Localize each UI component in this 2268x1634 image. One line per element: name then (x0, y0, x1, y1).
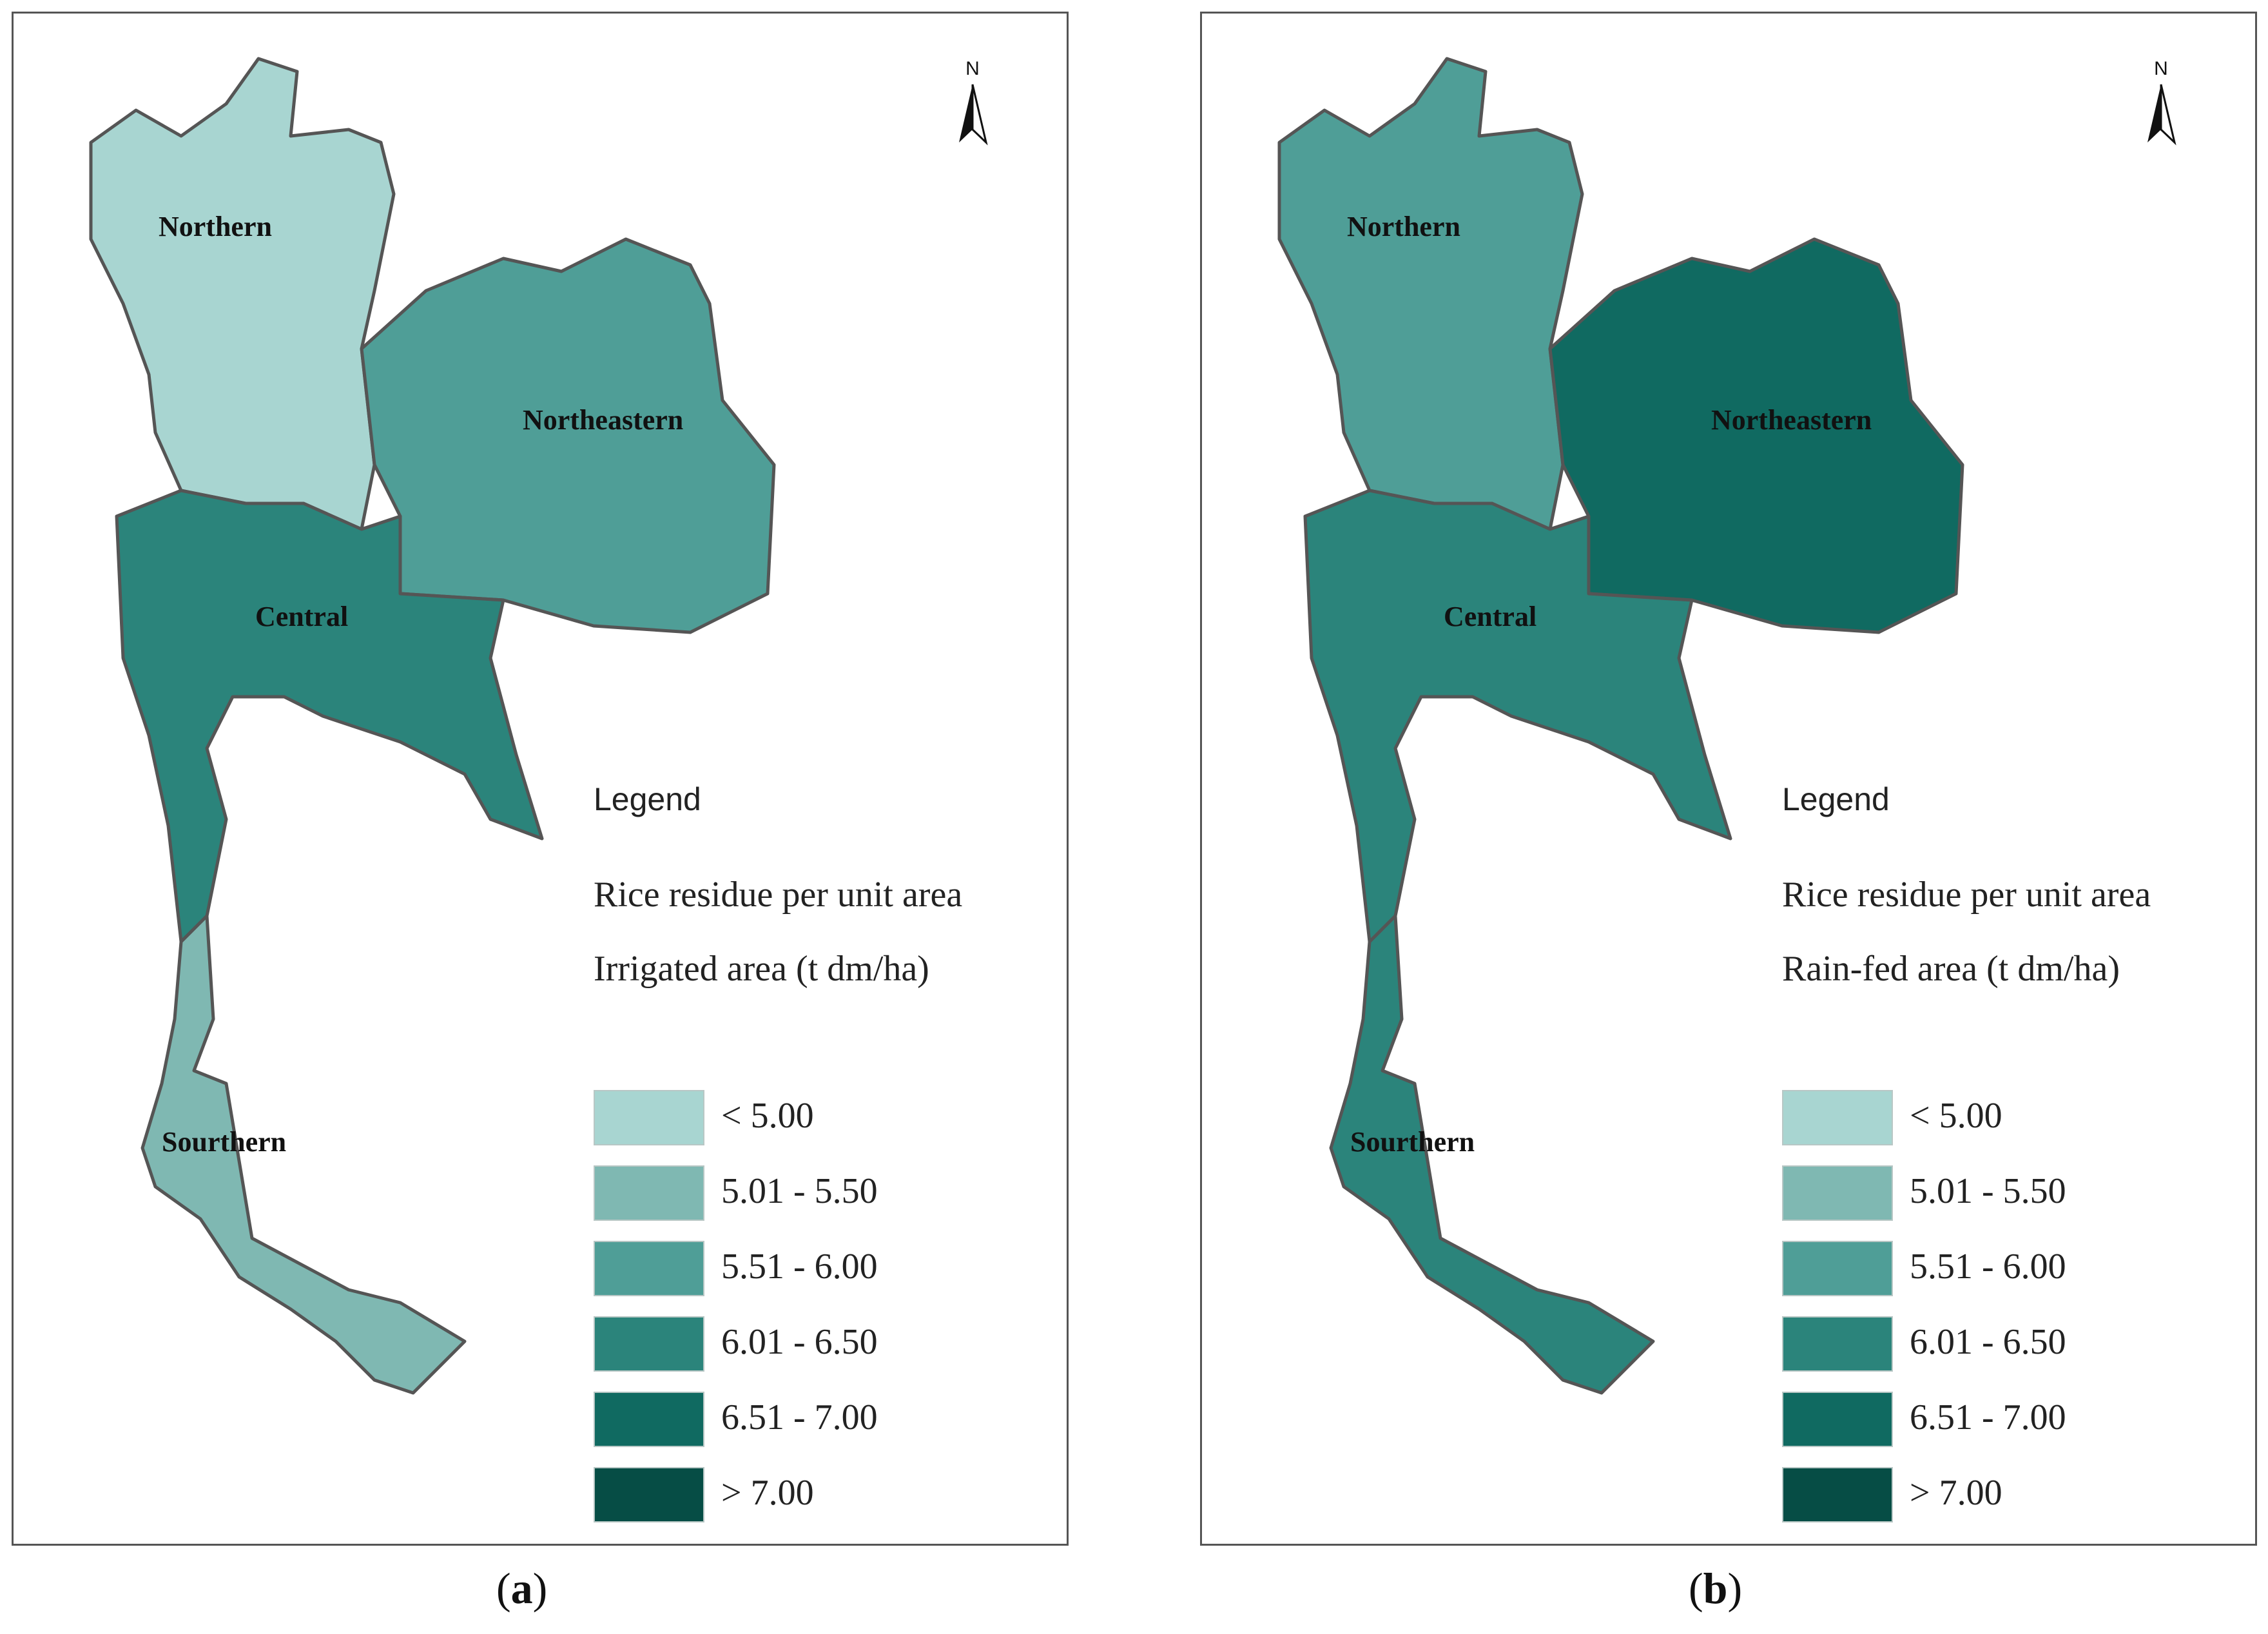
legend-swatch (594, 1467, 704, 1522)
legend-label: < 5.00 (1910, 1096, 2002, 1136)
north-label: N (2154, 58, 2168, 79)
region-southern (141, 914, 467, 1395)
region-northeastern (360, 237, 776, 634)
region-northern (89, 57, 396, 531)
legend-title-line2: Irrigated area (t dm/ha) (594, 949, 929, 989)
region-label-northeastern: Northeastern (523, 404, 683, 436)
region-label-southern: Sourthern (162, 1126, 286, 1158)
legend-swatch (1782, 1241, 1893, 1296)
legend-label: 6.01 - 6.50 (721, 1322, 878, 1362)
legend-swatch (1782, 1392, 1893, 1447)
legend-label: 5.51 - 6.00 (1910, 1247, 2066, 1287)
legend-swatch (594, 1090, 704, 1145)
north-arrow: N (959, 58, 988, 146)
region-label-southern: Sourthern (1350, 1126, 1475, 1158)
legend-swatch (1782, 1090, 1893, 1145)
region-label-northern: Northern (159, 211, 272, 242)
caption-a: (a) (496, 1564, 548, 1613)
legend-swatch (594, 1165, 704, 1221)
map-panel-b: Northern Northeastern Central Sourthern … (1200, 12, 2257, 1546)
region-label-central: Central (1444, 601, 1536, 632)
legend-label: < 5.00 (721, 1096, 814, 1136)
legend-swatch (594, 1316, 704, 1372)
region-label-central: Central (255, 601, 348, 632)
legend-label: > 7.00 (1910, 1473, 2002, 1513)
region-southern (1329, 914, 1655, 1395)
region-northern (1277, 57, 1584, 531)
legend-heading: Legend (594, 781, 701, 817)
region-northeastern (1548, 237, 1964, 634)
legend-heading: Legend (1782, 781, 1890, 817)
caption-letter: a (510, 1564, 533, 1613)
legend-swatch (1782, 1165, 1893, 1221)
legend-title-line2: Rain-fed area (t dm/ha) (1782, 949, 2120, 989)
legend-label: 5.01 - 5.50 (1910, 1171, 2066, 1211)
caption-b: (b) (1689, 1564, 1743, 1613)
north-arrow: N (2147, 58, 2176, 146)
legend-swatch (1782, 1467, 1893, 1522)
legend-title-line1: Rice residue per unit area (1782, 875, 2151, 915)
region-label-northeastern: Northeastern (1711, 404, 1872, 436)
north-arrow-outline-icon (971, 84, 988, 146)
legend-title-line1: Rice residue per unit area (594, 875, 963, 915)
legend-swatch (594, 1392, 704, 1447)
legend-label: 6.51 - 7.00 (1910, 1397, 2066, 1437)
region-label-northern: Northern (1347, 211, 1460, 242)
caption-letter: b (1703, 1564, 1728, 1613)
legend-label: > 7.00 (721, 1473, 814, 1513)
north-arrow-icon (2147, 84, 2161, 142)
thailand-map-b: Northern Northeastern Central Sourthern … (1277, 57, 2176, 1395)
legend-label: 6.01 - 6.50 (1910, 1322, 2066, 1362)
north-arrow-icon (959, 84, 973, 142)
north-arrow-outline-icon (2160, 84, 2176, 146)
map-panel-a: Northern Northeastern Central Sourthern … (12, 12, 1069, 1546)
legend-label: 6.51 - 7.00 (721, 1397, 878, 1437)
north-label: N (965, 58, 980, 79)
legend-swatch (1782, 1316, 1893, 1372)
legend-label: 5.51 - 6.00 (721, 1247, 878, 1287)
legend-label: 5.01 - 5.50 (721, 1171, 878, 1211)
thailand-map-a: Northern Northeastern Central Sourthern … (89, 57, 988, 1395)
legend-swatch (594, 1241, 704, 1296)
